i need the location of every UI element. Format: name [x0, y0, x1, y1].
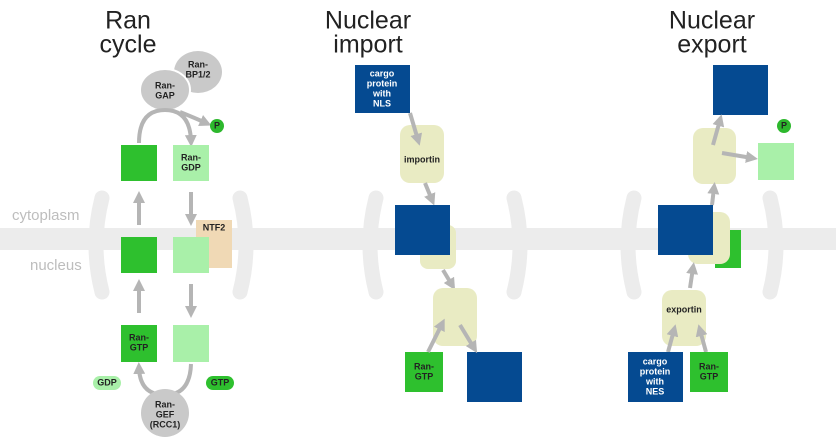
ran-gtp: GTP — [130, 342, 149, 352]
ran-gap: GAP — [155, 90, 175, 100]
ran-bp: Ran- — [188, 59, 208, 69]
ran-gdp: Ran- — [181, 152, 201, 162]
ran-gtp: GTP — [700, 371, 719, 381]
diagram: RancycleNuclearimportNuclearexportcytopl… — [0, 0, 836, 437]
ran-gef: GEF — [156, 409, 175, 419]
cargo: NLS — [373, 98, 391, 108]
ran-gtp: Ran- — [129, 332, 149, 342]
ran-gef: (RCC1) — [150, 419, 181, 429]
ran-gef: Ran- — [155, 399, 175, 409]
cargo: protein — [367, 78, 398, 88]
importin: importin — [404, 154, 440, 164]
title: import — [333, 31, 403, 59]
ran-gap: Ran- — [155, 80, 175, 90]
gdp: GDP — [97, 377, 117, 387]
title: cycle — [100, 31, 157, 59]
ran-gtp: Ran- — [699, 361, 719, 371]
exportin: exportin — [666, 304, 702, 314]
compartment-label: cytoplasm — [12, 207, 80, 224]
ran-gdp: GDP — [181, 162, 201, 172]
cargo: cargo — [643, 356, 668, 366]
ran-bp: BP1/2 — [185, 69, 210, 79]
phosphate: P — [781, 120, 787, 130]
compartment-label: nucleus — [30, 257, 82, 274]
ran-gtp: GTP — [415, 371, 434, 381]
cargo: with — [645, 376, 664, 386]
phosphate: P — [214, 120, 220, 130]
cargo: with — [372, 88, 391, 98]
ran-gtp: Ran- — [414, 361, 434, 371]
ntf2: NTF2 — [203, 222, 226, 232]
cargo: cargo — [370, 68, 395, 78]
cargo: protein — [640, 366, 671, 376]
cargo: NES — [646, 386, 665, 396]
gtp: GTP — [211, 377, 230, 387]
title: export — [677, 31, 747, 59]
